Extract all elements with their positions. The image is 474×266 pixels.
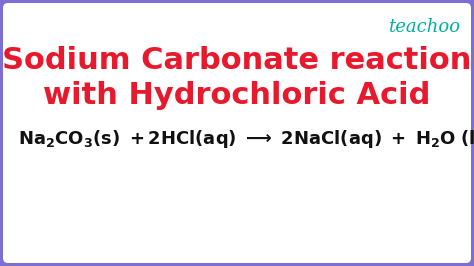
Text: with Hydrochloric Acid: with Hydrochloric Acid: [43, 81, 431, 110]
Text: $\mathbf{Na_2CO_3(s)\ +2HCl(aq)\ \longrightarrow\ 2NaCl(aq)\ +\ H_2O\ (l)\ +\ CO: $\mathbf{Na_2CO_3(s)\ +2HCl(aq)\ \longri…: [18, 128, 474, 150]
Text: Sodium Carbonate reaction: Sodium Carbonate reaction: [2, 46, 472, 75]
FancyBboxPatch shape: [3, 3, 471, 263]
Text: teachoo: teachoo: [388, 18, 460, 36]
